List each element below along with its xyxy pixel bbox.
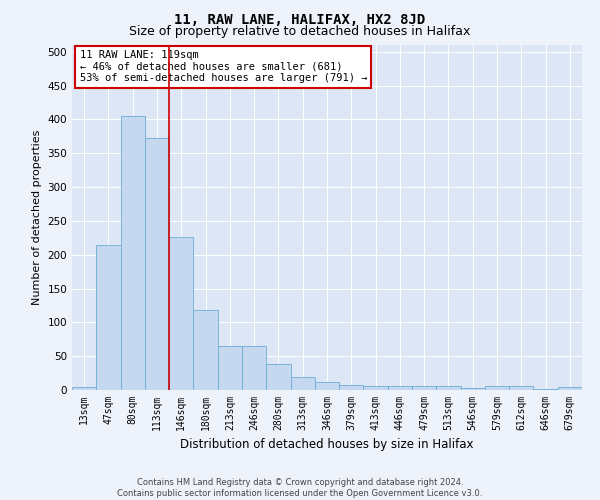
Bar	[485, 386, 509, 390]
Bar	[193, 310, 218, 390]
Bar	[242, 346, 266, 390]
Text: 11 RAW LANE: 119sqm
← 46% of detached houses are smaller (681)
53% of semi-detac: 11 RAW LANE: 119sqm ← 46% of detached ho…	[80, 50, 367, 84]
Bar	[266, 364, 290, 390]
Bar	[412, 386, 436, 390]
Bar	[218, 346, 242, 390]
Bar	[145, 138, 169, 390]
Bar	[461, 388, 485, 390]
Text: Contains HM Land Registry data © Crown copyright and database right 2024.
Contai: Contains HM Land Registry data © Crown c…	[118, 478, 482, 498]
Bar	[533, 388, 558, 390]
Bar	[558, 388, 582, 390]
Bar	[121, 116, 145, 390]
Bar	[509, 386, 533, 390]
Text: Size of property relative to detached houses in Halifax: Size of property relative to detached ho…	[130, 25, 470, 38]
Bar	[364, 386, 388, 390]
Bar	[315, 382, 339, 390]
Bar	[339, 384, 364, 390]
Bar	[388, 386, 412, 390]
Bar	[436, 386, 461, 390]
Bar	[96, 245, 121, 390]
X-axis label: Distribution of detached houses by size in Halifax: Distribution of detached houses by size …	[180, 438, 474, 452]
Text: 11, RAW LANE, HALIFAX, HX2 8JD: 11, RAW LANE, HALIFAX, HX2 8JD	[175, 12, 425, 26]
Bar	[290, 377, 315, 390]
Y-axis label: Number of detached properties: Number of detached properties	[32, 130, 42, 305]
Bar	[169, 237, 193, 390]
Bar	[72, 388, 96, 390]
